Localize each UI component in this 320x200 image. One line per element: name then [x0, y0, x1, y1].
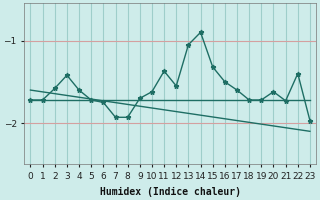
X-axis label: Humidex (Indice chaleur): Humidex (Indice chaleur)	[100, 186, 241, 197]
